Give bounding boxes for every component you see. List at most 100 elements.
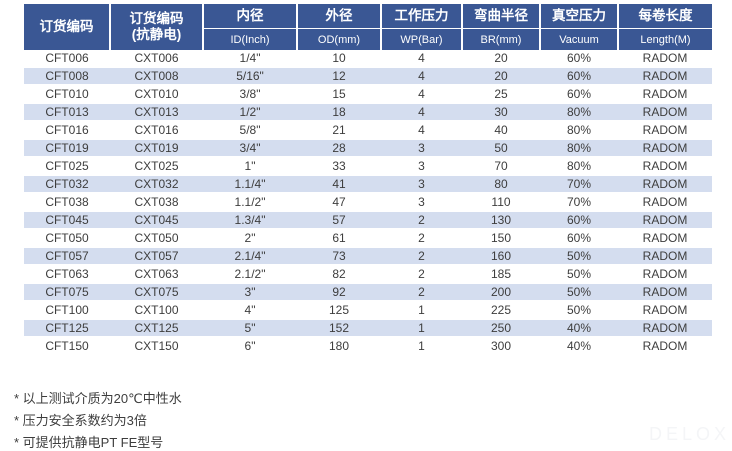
table-cell: 2 xyxy=(381,265,462,284)
table-cell: 70% xyxy=(540,175,618,194)
table-cell: CXT013 xyxy=(110,103,203,122)
table-cell: 50% xyxy=(540,301,618,320)
table-cell: 50% xyxy=(540,283,618,302)
table-cell: 41 xyxy=(297,175,381,194)
table-cell: CFT125 xyxy=(24,319,110,338)
table-cell: RADOM xyxy=(618,337,712,356)
table-cell: CFT038 xyxy=(24,193,110,212)
table-cell: 4 xyxy=(381,67,462,86)
table-cell: 250 xyxy=(462,319,540,338)
table-cell: CFT013 xyxy=(24,103,110,122)
table-cell: 3 xyxy=(381,139,462,158)
table-row: CFT010 CXT010 3/8" 15 4 25 60% RADOM xyxy=(24,85,712,104)
table-cell: 1 xyxy=(381,319,462,338)
table-cell: CXT075 xyxy=(110,283,203,302)
table-row: CFT050 CXT050 2" 61 2 150 60% RADOM xyxy=(24,229,712,248)
table-cell: 2" xyxy=(203,229,297,248)
table-cell: 125 xyxy=(297,301,381,320)
table-cell: CXT008 xyxy=(110,67,203,86)
column-header-label-line2: (抗静电) xyxy=(131,27,182,42)
table-cell: RADOM xyxy=(618,283,712,302)
table-row: CFT016 CXT016 5/8" 21 4 40 80% RADOM xyxy=(24,121,712,140)
footnote: * 以上测试介质为20℃中性水 xyxy=(14,391,182,406)
table-cell: 4" xyxy=(203,301,297,320)
table-cell: 73 xyxy=(297,247,381,266)
table-cell: 130 xyxy=(462,211,540,230)
table-cell: 1/4" xyxy=(203,50,297,68)
table-cell: CXT057 xyxy=(110,247,203,266)
column-subheader-id-inch: ID(Inch) xyxy=(202,28,297,50)
table-cell: CXT150 xyxy=(110,337,203,356)
table-cell: 1 xyxy=(381,301,462,320)
table-cell: 1.3/4" xyxy=(203,211,297,230)
column-header-working-pressure: 工作压力 xyxy=(380,4,462,29)
table-row: CFT025 CXT025 1" 33 3 70 80% RADOM xyxy=(24,157,712,176)
column-header-roll-length: 每卷长度 xyxy=(617,4,712,29)
footnote: * 压力安全系数约为3倍 xyxy=(14,413,147,428)
table-cell: CFT045 xyxy=(24,211,110,230)
table-cell: 150 xyxy=(462,229,540,248)
column-subheader-wp-bar: WP(Bar) xyxy=(380,28,462,50)
table-cell: 3 xyxy=(381,193,462,212)
table-cell: 40% xyxy=(540,319,618,338)
table-cell: CXT100 xyxy=(110,301,203,320)
table-cell: RADOM xyxy=(618,50,712,68)
table-row: CFT032 CXT032 1.1/4" 41 3 80 70% RADOM xyxy=(24,175,712,194)
table-cell: 21 xyxy=(297,121,381,140)
table-cell: 92 xyxy=(297,283,381,302)
table-cell: CFT016 xyxy=(24,121,110,140)
table-cell: CXT016 xyxy=(110,121,203,140)
footnotes: * 以上测试介质为20℃中性水 * 压力安全系数约为3倍 * 可提供抗静电PT … xyxy=(14,388,182,451)
table-cell: 2 xyxy=(381,247,462,266)
column-subheader-vacuum: Vacuum xyxy=(539,28,618,50)
table-cell: 82 xyxy=(297,265,381,284)
table-cell: 57 xyxy=(297,211,381,230)
table-cell: 180 xyxy=(297,337,381,356)
table-cell: RADOM xyxy=(618,247,712,266)
table-cell: CXT010 xyxy=(110,85,203,104)
table-cell: 3/8" xyxy=(203,85,297,104)
header-row-chinese: 订货编码 订货编码 (抗静电) 内径 外径 工作压力 弯曲半径 真空压力 每卷长… xyxy=(24,4,712,50)
table-cell: 70% xyxy=(540,193,618,212)
table-cell: CFT050 xyxy=(24,229,110,248)
table-row: CFT125 CXT125 5" 152 1 250 40% RADOM xyxy=(24,319,712,338)
table-cell: 33 xyxy=(297,157,381,176)
table-cell: 28 xyxy=(297,139,381,158)
table-cell: CFT019 xyxy=(24,139,110,158)
column-header-order-code: 订货编码 xyxy=(24,4,110,50)
spec-table: 订货编码 订货编码 (抗静电) 内径 外径 工作压力 弯曲半径 真空压力 每卷长… xyxy=(24,4,712,356)
table-cell: 300 xyxy=(462,337,540,356)
table-cell: 4 xyxy=(381,85,462,104)
table-cell: 2 xyxy=(381,229,462,248)
table-cell: CFT032 xyxy=(24,175,110,194)
table-cell: CXT038 xyxy=(110,193,203,212)
spec-table-header: 订货编码 订货编码 (抗静电) 内径 外径 工作压力 弯曲半径 真空压力 每卷长… xyxy=(24,4,712,50)
table-cell: 40 xyxy=(462,121,540,140)
table-cell: 70 xyxy=(462,157,540,176)
table-cell: RADOM xyxy=(618,121,712,140)
table-cell: CXT125 xyxy=(110,319,203,338)
table-cell: 47 xyxy=(297,193,381,212)
table-row: CFT100 CXT100 4" 125 1 225 50% RADOM xyxy=(24,301,712,320)
table-cell: CXT045 xyxy=(110,211,203,230)
table-cell: 160 xyxy=(462,247,540,266)
table-cell: RADOM xyxy=(618,103,712,122)
column-header-bend-radius: 弯曲半径 xyxy=(461,4,540,29)
table-row: CFT008 CXT008 5/16" 12 4 20 60% RADOM xyxy=(24,67,712,86)
table-cell: 3 xyxy=(381,175,462,194)
table-cell: RADOM xyxy=(618,175,712,194)
table-cell: 80% xyxy=(540,121,618,140)
table-cell: 15 xyxy=(297,85,381,104)
table-cell: 1.1/2" xyxy=(203,193,297,212)
table-row: CFT150 CXT150 6" 180 1 300 40% RADOM xyxy=(24,337,712,356)
table-cell: RADOM xyxy=(618,319,712,338)
column-header-vacuum-pressure: 真空压力 xyxy=(539,4,618,29)
spec-table-body: CFT006 CXT006 1/4" 10 4 20 60% RADOM CFT008 CXT00… xyxy=(24,50,712,356)
table-cell: 1.1/4" xyxy=(203,175,297,194)
table-cell: RADOM xyxy=(618,139,712,158)
table-cell: 2 xyxy=(381,211,462,230)
column-subheader-br-mm: BR(mm) xyxy=(461,28,540,50)
table-cell: CXT050 xyxy=(110,229,203,248)
table-cell: 2.1/2" xyxy=(203,265,297,284)
